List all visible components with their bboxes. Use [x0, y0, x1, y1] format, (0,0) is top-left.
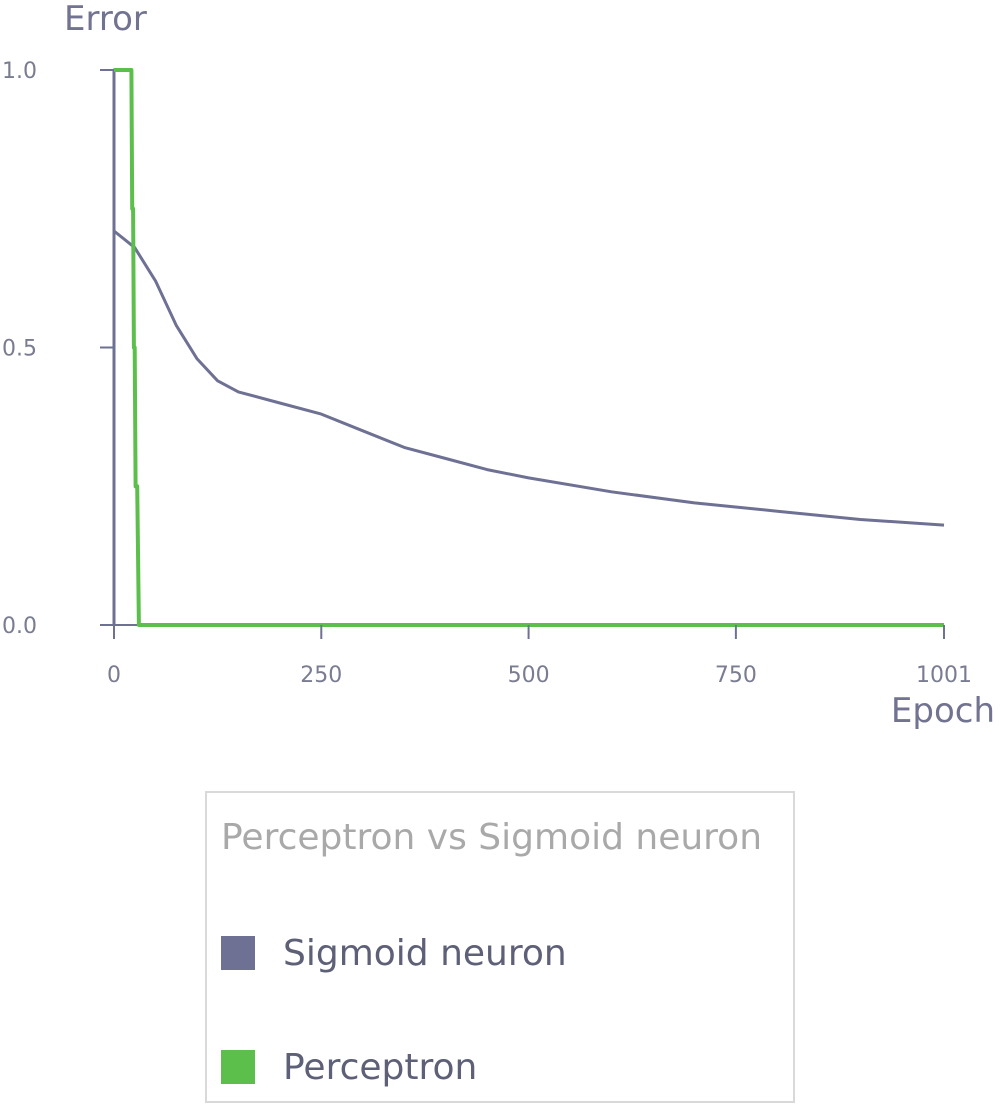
legend-label-perceptron: Perceptron: [283, 1046, 478, 1088]
y-tick-label: 0.0: [2, 614, 37, 639]
x-axis-title: Epoch: [891, 691, 995, 731]
y-tick-label: 0.5: [2, 337, 37, 362]
x-tick-label: 250: [300, 663, 342, 688]
y-axis-title: Error: [64, 0, 147, 39]
legend-item-perceptron: Perceptron: [221, 1046, 478, 1088]
series-line-sigmoid-neuron: [112, 68, 945, 625]
series-line-perceptron: [114, 68, 944, 627]
line-chart: 0.0 0.5 1.0 0 250 500 750 1001 Error Epoch: [2, 0, 995, 731]
x-tick-label: 750: [715, 663, 757, 688]
legend-swatch-sigmoid-neuron: [221, 936, 255, 970]
axes: [113, 70, 944, 626]
legend: Perceptron vs Sigmoid neuron Sigmoid neu…: [205, 791, 795, 1103]
legend-item-sigmoid-neuron: Sigmoid neuron: [221, 932, 567, 974]
series-layer: [112, 68, 945, 627]
y-tick-label: 1.0: [2, 59, 37, 84]
x-tick-label: 0: [107, 663, 121, 688]
x-tick-label: 500: [508, 663, 550, 688]
x-tick-label: 1001: [916, 663, 972, 688]
legend-swatch-perceptron: [221, 1050, 255, 1084]
tick-layer: 0.0 0.5 1.0 0 250 500 750 1001: [2, 59, 972, 688]
legend-label-sigmoid-neuron: Sigmoid neuron: [283, 932, 567, 974]
legend-title: Perceptron vs Sigmoid neuron: [221, 817, 763, 858]
